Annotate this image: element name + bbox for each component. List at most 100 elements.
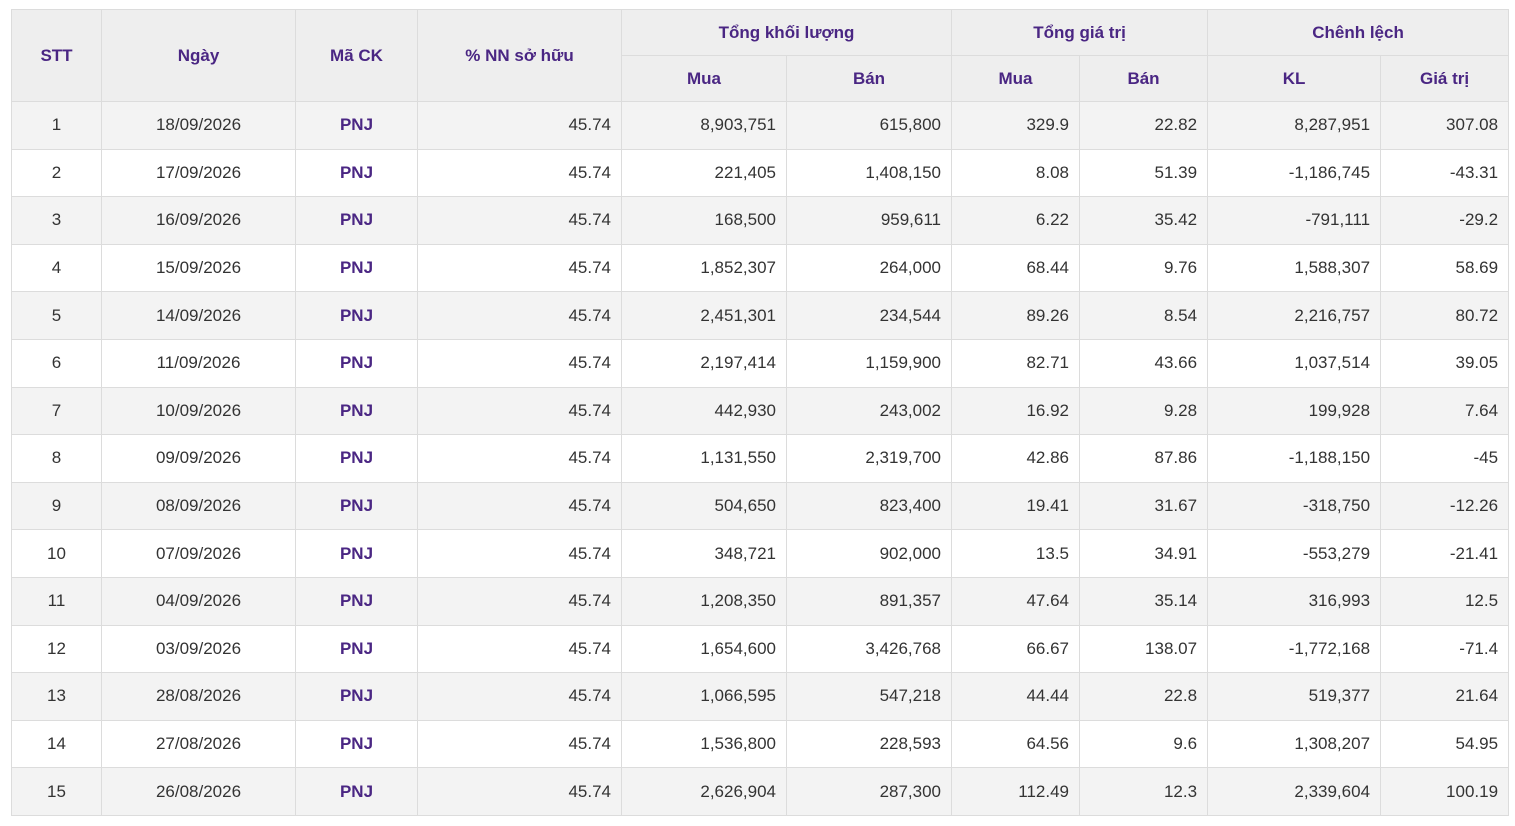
cell-stt: 4: [11, 243, 102, 293]
cell-volume-sell: 264,000: [785, 243, 953, 293]
cell-value-sell: 34.91: [1079, 529, 1209, 578]
table-row: 12 03/09/2026 PNJ 45.74 1,654,600 3,426,768 66…: [11, 624, 1510, 674]
cell-diff-kl: 1,588,307: [1207, 243, 1382, 293]
cell-diff-value: 12.5: [1380, 576, 1510, 626]
table-body: 1 18/09/2026 PNJ 45.74 8,903,751 615,800 329.9…: [11, 101, 1510, 816]
cell-stt: 7: [11, 386, 102, 436]
cell-date: 09/09/2026: [101, 434, 296, 483]
cell-diff-kl: 199,928: [1207, 386, 1382, 436]
cell-diff-value: -45: [1380, 434, 1510, 483]
cell-diff-kl: 1,037,514: [1207, 338, 1382, 388]
cell-stt: 12: [11, 624, 102, 674]
cell-stock-code[interactable]: PNJ: [295, 291, 418, 340]
cell-volume-buy: 8,903,751: [621, 101, 787, 150]
cell-value-sell: 8.54: [1079, 291, 1209, 340]
cell-diff-kl: -1,772,168: [1207, 624, 1382, 674]
cell-value-buy: 89.26: [951, 291, 1081, 340]
cell-diff-kl: -791,111: [1207, 196, 1382, 245]
cell-diff-value: -29.2: [1380, 196, 1510, 245]
cell-ownership: 45.74: [417, 291, 622, 340]
cell-volume-buy: 1,066,595: [621, 672, 787, 721]
cell-value-sell: 43.66: [1079, 338, 1209, 388]
cell-diff-kl: 519,377: [1207, 672, 1382, 721]
cell-stt: 15: [11, 767, 102, 816]
cell-stock-code[interactable]: PNJ: [295, 624, 418, 674]
header-diff-value: Giá trị: [1380, 55, 1510, 102]
cell-stt: 1: [11, 101, 102, 150]
cell-value-buy: 68.44: [951, 243, 1081, 293]
cell-stock-code[interactable]: PNJ: [295, 148, 418, 198]
cell-stock-code[interactable]: PNJ: [295, 672, 418, 721]
cell-value-buy: 16.92: [951, 386, 1081, 436]
table-row: 15 26/08/2026 PNJ 45.74 2,626,904 287,300 112.…: [11, 767, 1510, 816]
cell-value-sell: 9.28: [1079, 386, 1209, 436]
cell-value-buy: 66.67: [951, 624, 1081, 674]
cell-volume-buy: 1,852,307: [621, 243, 787, 293]
cell-diff-value: 80.72: [1380, 291, 1510, 340]
table-row: 11 04/09/2026 PNJ 45.74 1,208,350 891,357 47.6…: [11, 576, 1510, 626]
cell-volume-buy: 2,451,301: [621, 291, 787, 340]
cell-stock-code[interactable]: PNJ: [295, 386, 418, 436]
cell-stt: 6: [11, 338, 102, 388]
header-diff-kl: KL: [1207, 55, 1382, 102]
table-row: 1 18/09/2026 PNJ 45.74 8,903,751 615,800 329.9…: [11, 101, 1510, 150]
cell-value-sell: 22.8: [1079, 672, 1209, 721]
cell-date: 27/08/2026: [101, 719, 296, 769]
cell-diff-kl: 1,308,207: [1207, 719, 1382, 769]
cell-stock-code[interactable]: PNJ: [295, 767, 418, 816]
cell-stock-code[interactable]: PNJ: [295, 196, 418, 245]
cell-volume-buy: 221,405: [621, 148, 787, 198]
cell-diff-kl: 8,287,951: [1207, 101, 1382, 150]
cell-value-sell: 22.82: [1079, 101, 1209, 150]
cell-diff-value: 58.69: [1380, 243, 1510, 293]
cell-volume-buy: 348,721: [621, 529, 787, 578]
cell-volume-buy: 1,654,600: [621, 624, 787, 674]
table-row: 3 16/09/2026 PNJ 45.74 168,500 959,611 6.22 35.…: [11, 196, 1510, 245]
cell-stt: 2: [11, 148, 102, 198]
cell-stock-code[interactable]: PNJ: [295, 576, 418, 626]
cell-volume-sell: 959,611: [785, 196, 953, 245]
cell-stock-code[interactable]: PNJ: [295, 434, 418, 483]
cell-stock-code[interactable]: PNJ: [295, 719, 418, 769]
cell-value-sell: 12.3: [1079, 767, 1209, 816]
cell-value-buy: 13.5: [951, 529, 1081, 578]
cell-diff-kl: -553,279: [1207, 529, 1382, 578]
cell-diff-kl: 2,216,757: [1207, 291, 1382, 340]
cell-diff-value: 39.05: [1380, 338, 1510, 388]
cell-volume-sell: 243,002: [785, 386, 953, 436]
cell-diff-value: 307.08: [1380, 101, 1510, 150]
table-row: 5 14/09/2026 PNJ 45.74 2,451,301 234,544 89.26…: [11, 291, 1510, 340]
cell-stt: 14: [11, 719, 102, 769]
cell-date: 18/09/2026: [101, 101, 296, 150]
table-row: 6 11/09/2026 PNJ 45.74 2,197,414 1,159,900 82.…: [11, 338, 1510, 388]
cell-volume-buy: 1,208,350: [621, 576, 787, 626]
cell-stock-code[interactable]: PNJ: [295, 243, 418, 293]
header-stt: STT: [11, 9, 102, 102]
cell-ownership: 45.74: [417, 576, 622, 626]
cell-stock-code[interactable]: PNJ: [295, 481, 418, 531]
cell-stock-code[interactable]: PNJ: [295, 101, 418, 150]
cell-ownership: 45.74: [417, 196, 622, 245]
cell-value-sell: 138.07: [1079, 624, 1209, 674]
table-row: 10 07/09/2026 PNJ 45.74 348,721 902,000 13.5 34…: [11, 529, 1510, 578]
table-row: 14 27/08/2026 PNJ 45.74 1,536,800 228,593 64.5…: [11, 719, 1510, 769]
cell-volume-sell: 902,000: [785, 529, 953, 578]
cell-value-buy: 64.56: [951, 719, 1081, 769]
cell-volume-sell: 234,544: [785, 291, 953, 340]
cell-stt: 3: [11, 196, 102, 245]
cell-stock-code[interactable]: PNJ: [295, 529, 418, 578]
cell-ownership: 45.74: [417, 672, 622, 721]
cell-value-sell: 9.76: [1079, 243, 1209, 293]
header-volume-sell: Bán: [785, 55, 953, 102]
cell-volume-sell: 891,357: [785, 576, 953, 626]
table-header: STT Ngày Mã CK % NN sở hữu Tổng khối lượ…: [11, 9, 1510, 102]
cell-value-buy: 112.49: [951, 767, 1081, 816]
cell-diff-value: -12.26: [1380, 481, 1510, 531]
cell-stock-code[interactable]: PNJ: [295, 338, 418, 388]
cell-diff-value: 21.64: [1380, 672, 1510, 721]
cell-diff-value: -71.4: [1380, 624, 1510, 674]
cell-ownership: 45.74: [417, 624, 622, 674]
cell-stt: 10: [11, 529, 102, 578]
cell-volume-sell: 3,426,768: [785, 624, 953, 674]
header-ownership: % NN sở hữu: [417, 9, 622, 102]
